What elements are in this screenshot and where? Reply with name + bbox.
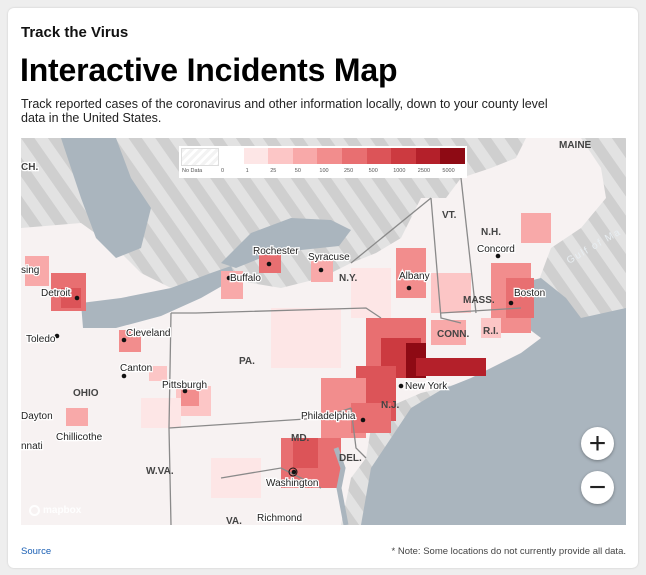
label-pa: PA. [239,356,255,367]
label-albany: Albany [399,271,430,282]
lake-huron [61,138,151,258]
label-cleveland: Cleveland [126,328,170,339]
legend-swatch [440,148,465,164]
label-vt: VT. [442,210,457,221]
label-del: DEL. [339,453,362,464]
label-dayton: Dayton [21,411,53,422]
zoom-out-button[interactable]: − [581,471,614,504]
legend-swatch [268,148,293,164]
kicker: Track the Virus [21,24,129,41]
mapbox-text: mapbox [43,505,82,516]
footnote: * Note: Some locations do not currently … [391,546,626,557]
legend-bin-label: 500 [368,168,378,174]
legend-swatch [292,148,318,164]
label-chillicothe: Chillicothe [56,432,103,443]
label-ohio: OHIO [73,388,99,399]
source-link[interactable]: Source [21,546,52,557]
label-md: MD. [291,433,310,444]
mapbox-logo-icon [29,505,40,516]
legend-swatch [366,148,392,164]
county-fills [25,213,551,498]
label-rochester: Rochester [253,246,299,257]
lake-erie [81,266,236,328]
label-cincinnati: nnati [21,441,43,452]
label-nj: N.J. [381,400,400,411]
legend-bin-label: 2500 [417,168,431,174]
mapbox-attribution[interactable]: mapbox [29,505,81,516]
label-nh: N.H. [481,227,501,238]
legend-swatch [317,148,342,164]
label-detroit: Detroit [41,288,71,299]
label-syracuse: Syracuse [308,252,350,263]
legend-no-data-swatch [181,148,219,166]
incidents-map[interactable]: MAINE VT. N.H. N.Y. MASS. R.I. CONN. PA.… [21,138,626,525]
legend-swatch [415,148,441,164]
state-borders [168,177,522,525]
label-pittsburgh: Pittsburgh [162,380,207,391]
legend-bin-label: 250 [344,168,354,174]
zoom-in-button[interactable]: + [581,427,614,460]
page-title: Interactive Incidents Map [20,52,398,88]
legend-bin-label: 1000 [393,168,406,174]
map-canvas[interactable]: MAINE VT. N.H. N.Y. MASS. R.I. CONN. PA.… [21,138,626,525]
legend-bin-label: 50 [294,168,301,174]
label-mass: MASS. [463,295,495,306]
chesapeake-bay [333,447,349,525]
description: Track reported cases of the coronavirus … [21,97,548,125]
label-lansing: sing [21,265,39,276]
label-wva: W.VA. [146,466,174,477]
label-canton: Canton [120,363,152,374]
legend-bin-label: 0 [221,168,225,174]
label-new-york: New York [405,381,448,392]
legend-swatch [219,148,244,164]
label-ny: N.Y. [339,273,358,284]
legend: No Data 0 1 25 50 100 250 500 1000 2500 5000 [179,146,467,178]
label-va: VA. [226,516,242,525]
legend-bin-label: 1 [245,168,249,174]
legend-bin-label: 5000 [442,168,455,174]
atlantic-coast [361,278,626,525]
legend-swatch [391,148,416,164]
legend-swatch [342,148,367,164]
label-ri: R.I. [483,326,499,337]
label-ch: CH. [21,162,38,173]
city-dots [54,253,514,475]
label-buffalo: Buffalo [230,273,261,284]
label-richmond: Richmond [257,513,302,524]
legend-swatch [243,148,269,164]
map-card: Track the Virus Interactive Incidents Ma… [8,8,638,568]
legend-no-data-label: No Data [182,168,203,174]
label-boston: Boston [514,288,545,299]
lake-ontario [221,218,351,268]
label-maine: MAINE [559,140,592,151]
legend-bin-label: 100 [319,168,329,174]
label-toledo: Toledo [26,334,56,345]
label-philadelphia: Philadelphia [301,411,356,422]
label-washington: Washington [266,478,318,489]
label-conn: CONN. [437,329,469,340]
label-concord: Concord [477,244,515,255]
legend-bin-label: 25 [270,168,277,174]
